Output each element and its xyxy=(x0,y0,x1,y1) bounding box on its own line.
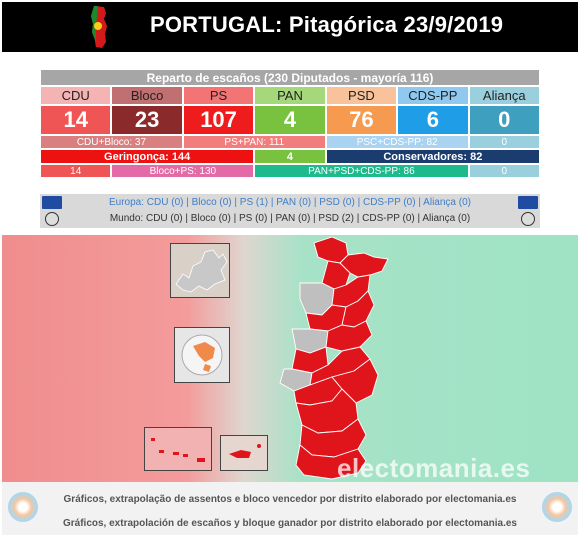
combo-bloco-ps: Bloco+PS: 130 xyxy=(111,164,255,178)
footer-credit-es: Gráficos, extrapolación de escaños y blo… xyxy=(62,518,517,529)
party-name-cds-pp: CDS-PP xyxy=(397,86,469,105)
azores-inset xyxy=(144,427,212,471)
party-name-cdu: CDU xyxy=(40,86,112,105)
block-geringonca: Geringonça: 144 xyxy=(40,149,255,164)
abroad-results: Europa: CDU (0) | Bloco (0) | PS (1) | P… xyxy=(40,194,540,228)
blocks-row: Geringonça: 144 4 Conservadores: 82 xyxy=(40,149,540,164)
seats-bloco: 23 xyxy=(111,105,183,135)
party-name-ps: PS xyxy=(182,86,255,105)
party-seats-row: 14 23 107 4 76 6 0 xyxy=(40,105,540,135)
combo-ps-pan: PS+PAN: 111 xyxy=(182,135,326,149)
world-inset xyxy=(174,327,230,383)
seat-table: Reparto de escaños (230 Diputados - mayo… xyxy=(40,69,540,178)
eu-flag-icon xyxy=(518,196,538,209)
party-name-psd: PSD xyxy=(325,86,398,105)
combo-cdu-bloco: CDU+Bloco: 37 xyxy=(40,135,183,149)
seats-cdu: 14 xyxy=(40,105,112,135)
seats-cds-pp: 6 xyxy=(397,105,469,135)
seats-alianca: 0 xyxy=(468,105,540,135)
seats-pan: 4 xyxy=(254,105,326,135)
combo-row-2: 14 Bloco+PS: 130 PAN+PSD+CDS-PP: 86 0 xyxy=(40,164,540,178)
party-names-row: CDU Bloco PS PAN PSD CDS-PP Aliança xyxy=(40,86,540,105)
party-name-bloco: Bloco xyxy=(111,86,183,105)
combo-alianca: 0 xyxy=(468,135,540,149)
footer: Gráficos, extrapolação de assentos e blo… xyxy=(2,482,578,535)
electomania-logo-icon xyxy=(8,492,38,522)
block-pan: 4 xyxy=(254,149,326,164)
europe-results: Europa: CDU (0) | Bloco (0) | PS (1) | P… xyxy=(109,197,471,208)
seats-psd: 76 xyxy=(325,105,398,135)
header-bar: PORTUGAL: Pitagórica 23/9/2019 xyxy=(2,2,578,52)
madeira-inset xyxy=(220,435,268,471)
page-title: PORTUGAL: Pitagórica 23/9/2019 xyxy=(150,12,504,37)
globe-icon xyxy=(521,212,535,226)
combo-psc-cds: PSC+CDS-PP: 82 xyxy=(325,135,469,149)
portugal-mainland-map xyxy=(279,236,389,480)
world-results: Mundo: CDU (0) | Bloco (0) | PS (0) | PA… xyxy=(109,213,471,224)
party-name-alianca: Aliança xyxy=(468,86,540,105)
electomania-logo-icon xyxy=(542,492,572,522)
combo-pan-psd-cds: PAN+PSD+CDS-PP: 86 xyxy=(254,164,469,178)
district-map: electomania.es xyxy=(2,235,578,482)
watermark-text: electomania.es xyxy=(337,453,531,482)
globe-icon xyxy=(45,212,59,226)
district-viana xyxy=(313,236,349,264)
portugal-flag-map-icon xyxy=(91,6,107,48)
table-title: Reparto de escaños (230 Diputados - mayo… xyxy=(40,69,540,86)
party-name-pan: PAN xyxy=(254,86,326,105)
eu-flag-icon xyxy=(42,196,62,209)
seats-ps: 107 xyxy=(182,105,255,135)
block-conservadores: Conservadores: 82 xyxy=(325,149,540,164)
europe-inset xyxy=(170,243,230,298)
footer-credit-pt: Gráficos, extrapolação de assentos e blo… xyxy=(63,494,517,505)
combo-cdu: 14 xyxy=(40,164,112,178)
combo-row-1: CDU+Bloco: 37 PS+PAN: 111 PSC+CDS-PP: 82… xyxy=(40,135,540,149)
combo-alianca-2: 0 xyxy=(468,164,540,178)
